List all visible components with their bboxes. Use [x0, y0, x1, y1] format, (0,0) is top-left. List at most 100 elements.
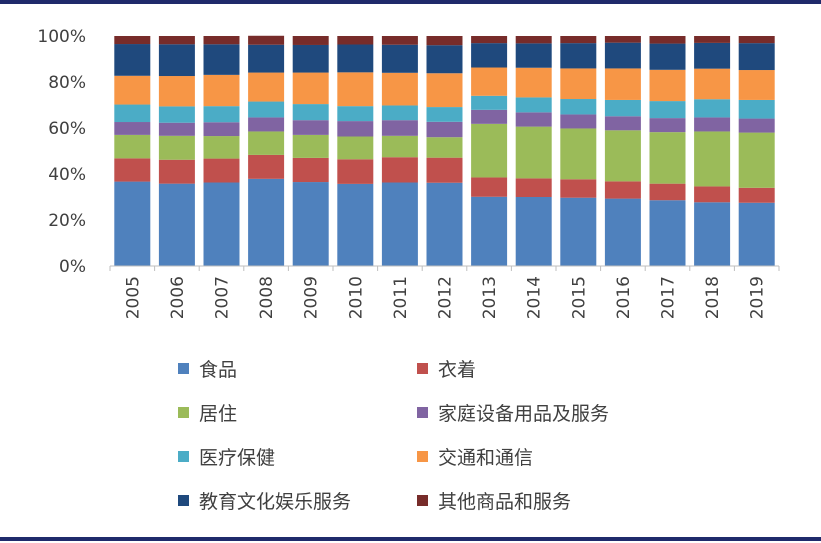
- bar-segment-2005-series-3: [114, 122, 151, 135]
- bar-segment-2006-series-5: [158, 76, 195, 107]
- bar-segment-2014-series-4: [515, 97, 552, 113]
- bar-segment-2016-series-6: [604, 42, 641, 69]
- legend-label: 医疗保健: [199, 446, 276, 469]
- bar-segment-2011-series-5: [381, 72, 418, 106]
- x-tick-label: 2005: [123, 276, 143, 319]
- bar-segment-2009-series-5: [292, 72, 329, 105]
- bar-segment-2013-series-1: [471, 177, 508, 197]
- bar-segment-2008-series-0: [248, 178, 285, 266]
- bar-segment-2019-series-3: [738, 118, 775, 133]
- bar-segment-2006-series-4: [158, 106, 195, 123]
- bar-segment-2012-series-3: [426, 121, 463, 138]
- legend-item: 家庭设备用品及服务: [417, 399, 609, 425]
- bar-segment-2010-series-4: [337, 106, 374, 122]
- bar-segment-2006-series-0: [158, 183, 195, 266]
- bar-segment-2019-series-2: [738, 132, 775, 188]
- legend-label: 家庭设备用品及服务: [438, 402, 610, 425]
- bar-segment-2007-series-3: [203, 122, 240, 137]
- bar-segment-2012-series-2: [426, 137, 463, 158]
- bar-segment-2007-series-0: [203, 182, 240, 266]
- bar-segment-2008-series-5: [248, 72, 285, 102]
- bar-segment-2011-series-7: [381, 36, 418, 45]
- bar-segment-2009-series-4: [292, 104, 329, 121]
- bar-segment-2012-series-6: [426, 45, 463, 74]
- x-tick-label: 2015: [569, 276, 589, 319]
- legend-swatch: [417, 406, 428, 418]
- legend-item: 交通和通信: [417, 443, 533, 469]
- bar-segment-2009-series-6: [292, 44, 329, 73]
- bar-segment-2017-series-7: [649, 36, 686, 44]
- bar-segment-2008-series-7: [248, 35, 285, 45]
- bar-segment-2018-series-1: [694, 186, 731, 203]
- bar-segment-2006-series-1: [158, 159, 195, 184]
- bar-segment-2019-series-6: [738, 43, 775, 71]
- bar-segment-2005-series-5: [114, 75, 151, 105]
- bar-segment-2018-series-2: [694, 131, 731, 187]
- bar-segment-2016-series-5: [604, 68, 641, 100]
- y-tick-label: 40%: [48, 165, 86, 185]
- bar-segment-2005-series-6: [114, 44, 151, 76]
- x-tick-label: 2012: [436, 276, 456, 319]
- x-tick-label: 2011: [391, 276, 411, 319]
- bar-segment-2010-series-3: [337, 121, 374, 137]
- legend-swatch: [178, 406, 189, 418]
- bar-segment-2010-series-0: [337, 183, 374, 266]
- bar-segment-2016-series-7: [604, 36, 641, 43]
- bar-segment-2013-series-7: [471, 36, 508, 44]
- bar-segment-2011-series-4: [381, 105, 418, 121]
- bar-segment-2017-series-4: [649, 101, 686, 119]
- bar-segment-2014-series-2: [515, 126, 552, 179]
- bars-layer: [114, 35, 775, 266]
- x-axis-ticks: 2005 2006 2007 2008 2009 2010 2011 2012 2013 2014…: [109, 266, 780, 319]
- legend-label: 教育文化娱乐服务: [199, 490, 352, 513]
- bar-segment-2012-series-0: [426, 182, 463, 266]
- bar-segment-2014-series-0: [515, 197, 552, 266]
- bar-segment-2019-series-0: [738, 202, 775, 266]
- y-tick-label: 0%: [59, 257, 86, 277]
- legend-label: 衣着: [438, 358, 477, 381]
- bar-segment-2018-series-4: [694, 99, 731, 118]
- bar-segment-2011-series-1: [381, 157, 418, 183]
- bar-segment-2019-series-7: [738, 36, 775, 44]
- bar-segment-2013-series-5: [471, 67, 508, 96]
- bar-segment-2012-series-1: [426, 157, 463, 183]
- bar-segment-2019-series-4: [738, 99, 775, 119]
- legend-item: 其他商品和服务: [417, 487, 571, 513]
- y-tick-label: 80%: [48, 73, 86, 93]
- x-tick-label: 2017: [659, 276, 679, 319]
- bar-segment-2010-series-2: [337, 136, 374, 160]
- bar-segment-2017-series-5: [649, 69, 686, 102]
- bar-segment-2007-series-1: [203, 158, 240, 183]
- legend-label: 其他商品和服务: [438, 490, 572, 513]
- legend-item: 教育文化娱乐服务: [178, 487, 351, 513]
- x-tick-label: 2010: [346, 276, 366, 319]
- bar-segment-2014-series-3: [515, 112, 552, 127]
- bar-segment-2005-series-1: [114, 158, 151, 182]
- bar-segment-2012-series-7: [426, 36, 463, 46]
- bar-segment-2008-series-1: [248, 154, 285, 179]
- bar-segment-2015-series-6: [560, 43, 597, 69]
- bar-segment-2017-series-3: [649, 118, 686, 133]
- bar-segment-2017-series-6: [649, 43, 686, 70]
- bar-segment-2010-series-7: [337, 36, 374, 45]
- bar-segment-2017-series-1: [649, 183, 686, 201]
- bar-segment-2011-series-3: [381, 120, 418, 136]
- bar-segment-2007-series-4: [203, 106, 240, 123]
- legend-label: 居住: [199, 402, 238, 425]
- bar-segment-2014-series-7: [515, 36, 552, 44]
- y-tick-label: 60%: [48, 119, 86, 139]
- bar-segment-2008-series-6: [248, 44, 285, 73]
- top-border: [0, 0, 821, 4]
- bar-segment-2013-series-6: [471, 43, 508, 68]
- bar-segment-2016-series-0: [604, 198, 641, 266]
- x-tick-label: 2006: [168, 276, 188, 319]
- legend-item: 食品: [178, 355, 237, 381]
- bar-segment-2013-series-3: [471, 109, 508, 124]
- bar-segment-2005-series-7: [114, 36, 151, 45]
- legend-swatch: [417, 494, 428, 506]
- bar-segment-2018-series-3: [694, 117, 731, 132]
- bar-segment-2006-series-7: [158, 36, 195, 45]
- bar-segment-2010-series-5: [337, 72, 374, 107]
- legend-swatch: [178, 494, 189, 506]
